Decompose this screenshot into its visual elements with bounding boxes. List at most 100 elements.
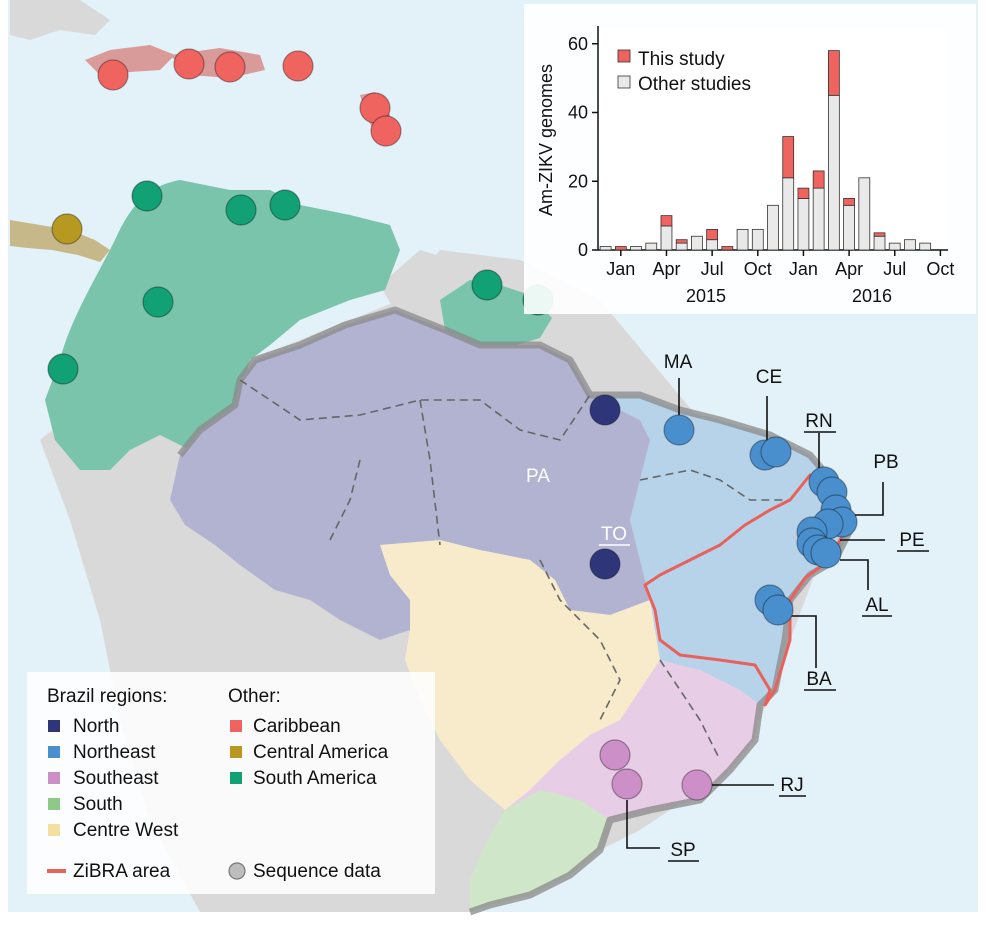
chart-xtick-label: Jan [789,259,818,279]
sequence-dot [599,739,631,771]
bar-this-study [797,187,810,199]
label-ma: MA [664,352,693,373]
bar-other-studies [706,239,719,251]
sequence-dot [97,59,129,91]
chart-xticks: Jan Apr Jul Oct Jan Apr Jul Oct [606,250,954,279]
legend-northeast: Northeast [73,742,156,763]
bar-other-studies [599,246,612,251]
chart-xtick-label: Oct [744,259,772,279]
chart-xtick-label: Apr [652,259,680,279]
label-al: AL [865,595,888,616]
bar-other-studies [782,177,795,251]
region-centre-west [380,540,660,810]
sequence-dot [131,180,163,212]
legend-south-america: South America [253,768,377,789]
chart-xtick-label: Jul [701,259,724,279]
legend-swatch-central-america [230,746,242,758]
sequence-dot [760,436,792,468]
bar-other-studies [675,242,688,251]
bar-other-studies [888,242,901,251]
chart-legend: This study Other studies [617,49,751,95]
legend-swatch-north [48,720,60,732]
sequence-dot [173,48,205,80]
bar-this-study [873,232,886,237]
legend-swatch-south [48,798,60,810]
chart-ylabel: Am-ZIKV genomes [536,64,556,216]
sequence-dot [810,537,842,569]
legend-sequence: Sequence data [253,861,381,882]
bar-other-studies [767,204,779,251]
label-to: TO [601,524,627,545]
bar-this-study [660,215,673,227]
sequence-dot [471,269,503,301]
bar-this-study [843,198,855,206]
sequence-dot [282,50,314,82]
label-rj: RJ [780,775,803,796]
bar-this-study [706,228,719,241]
bar-other-studies [904,239,916,251]
sequence-dot [269,189,301,221]
state-border [539,559,621,721]
chart-bars [599,50,932,251]
state-border [419,399,441,546]
chart-legend-swatch-other-studies [617,75,631,89]
sequence-dot [51,213,83,245]
chart-year-2016: 2016 [852,286,892,306]
label-pa: PA [526,466,550,487]
chart-legend-this-study: This study [638,49,725,70]
label-pb: PB [873,452,898,473]
dots-northeast [663,414,858,626]
chart-legend-other-studies: Other studies [638,74,751,95]
sequence-dot [663,414,695,446]
chart-ytick-label: 0 [578,240,588,260]
chart-xtick-label: Jan [606,259,635,279]
dots-caribbean [97,48,402,147]
inset-chart: Am-ZIKV genomes 0 20 40 60 Jan Apr Jul Oct Jan A… [524,4,976,314]
legend-north: North [73,716,119,737]
bar-other-studies [812,187,825,251]
callout-sp [626,800,660,849]
label-sp: SP [670,840,695,861]
bar-this-study [614,246,627,251]
chart-xtick-label: Jul [883,259,906,279]
chart-xtick-label: Oct [926,259,954,279]
legend-swatch-south-america [230,772,242,784]
legend-swatch-centre-west [48,824,60,836]
bar-this-study [782,136,795,179]
chart-legend-swatch-this-study [617,49,631,63]
bar-other-studies [630,246,642,251]
legend-centre-west: Centre West [73,820,179,841]
legend-swatch-caribbean [230,720,242,732]
legend-sequence-icon [228,862,246,880]
label-ba: BA [806,669,832,690]
legend-south: South [73,794,123,815]
legend-brazil-title: Brazil regions: [47,686,167,707]
bar-other-studies [660,225,673,251]
state-border [239,379,591,441]
region-south [470,790,610,912]
bar-this-study [812,170,825,189]
region-south-america-north [45,180,400,470]
chart-ytick-label: 40 [568,103,588,123]
legend: Brazil regions: Other: North Northeast S… [27,672,435,894]
bar-other-studies [797,198,810,251]
chart-year-2015: 2015 [686,286,726,306]
sequence-dot [47,353,79,385]
legend-caribbean: Caribbean [253,716,341,737]
bar-other-studies [751,228,764,251]
sequence-dot [681,769,713,801]
legend-swatch-northeast [48,746,60,758]
bar-other-studies [858,177,871,251]
legend-central-america: Central America [253,742,389,763]
callout-ba [790,615,817,668]
land-central-america [10,0,110,40]
sequence-dot [370,115,402,147]
bar-other-studies [827,94,840,251]
bar-other-studies [645,242,658,251]
bar-other-studies [843,204,855,251]
sequence-dot [611,768,643,800]
state-border [639,469,790,501]
bar-other-studies [736,228,749,251]
sequence-dot [589,548,621,580]
